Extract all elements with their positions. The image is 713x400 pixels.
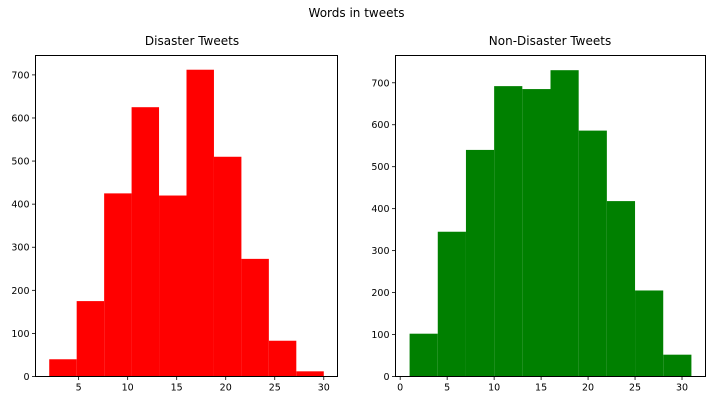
- disaster-bar-9: [296, 371, 324, 377]
- non-disaster-y-axis: 0 100 200 300 400 500 600 700: [371, 78, 396, 383]
- non-disaster-bar-4: [522, 89, 551, 377]
- disaster-y-tick-label: 300: [11, 243, 29, 254]
- non-disaster-y-tick-label: 700: [371, 78, 389, 89]
- non-disaster-x-tick-label: 30: [676, 383, 688, 394]
- disaster-bar-1: [76, 301, 105, 377]
- disaster-bar-0: [49, 359, 77, 377]
- disaster-x-tick-label: 20: [220, 383, 232, 394]
- disaster-bar-2: [104, 193, 132, 377]
- non-disaster-y-tick-label: 600: [371, 120, 389, 131]
- non-disaster-axes-frame: [395, 55, 706, 377]
- disaster-y-tick-label: 200: [11, 286, 29, 297]
- disaster-y-tick-label: 500: [11, 157, 29, 168]
- disaster-bars: [49, 69, 324, 377]
- disaster-x-tick-label: 10: [122, 383, 134, 394]
- disaster-y-tick-label: 700: [11, 70, 29, 81]
- non-disaster-bar-8: [635, 290, 664, 377]
- non-disaster-y-tick-label: 0: [383, 372, 389, 383]
- non-disaster-bar-5: [550, 70, 579, 377]
- non-disaster-x-tick-label: 10: [488, 383, 500, 394]
- disaster-x-axis: 5 10 15 20 25 30: [76, 376, 330, 394]
- disaster-y-tick-label: 0: [23, 372, 29, 383]
- disaster-bar-7: [241, 258, 269, 377]
- non-disaster-bar-9: [663, 354, 692, 377]
- disaster-y-tick-label: 400: [11, 200, 29, 211]
- non-disaster-bar-3: [494, 86, 523, 377]
- non-disaster-tweets-histogram: Non-Disaster Tweets 0 5 10 15 20 25 30 0 100 200…: [371, 34, 706, 394]
- non-disaster-bar-1: [437, 231, 466, 377]
- non-disaster-tweets-title: Non-Disaster Tweets: [489, 34, 611, 48]
- disaster-bar-3: [131, 107, 160, 377]
- disaster-tweets-title: Disaster Tweets: [145, 34, 239, 48]
- disaster-y-tick-label: 100: [11, 329, 29, 340]
- disaster-y-tick-label: 600: [11, 113, 29, 124]
- non-disaster-x-axis: 0 5 10 15 20 25 30: [397, 376, 688, 394]
- disaster-bar-6: [213, 156, 242, 377]
- disaster-x-tick-label: 15: [171, 383, 183, 394]
- disaster-x-tick-label: 25: [269, 383, 281, 394]
- non-disaster-bar-6: [578, 130, 607, 377]
- non-disaster-x-tick-label: 25: [629, 383, 641, 394]
- disaster-x-tick-label: 5: [76, 383, 82, 394]
- non-disaster-bar-2: [465, 149, 495, 377]
- non-disaster-y-tick-label: 100: [371, 330, 389, 341]
- non-disaster-x-tick-label: 0: [397, 383, 403, 394]
- non-disaster-y-tick-label: 400: [371, 204, 389, 215]
- non-disaster-bar-7: [606, 201, 636, 377]
- disaster-axes-frame: [35, 55, 338, 377]
- non-disaster-x-tick-label: 20: [582, 383, 594, 394]
- non-disaster-bars: [409, 70, 692, 377]
- non-disaster-bar-0: [409, 333, 438, 377]
- non-disaster-x-tick-label: 15: [535, 383, 547, 394]
- disaster-bar-4: [159, 195, 187, 377]
- disaster-tweets-histogram: Disaster Tweets 5 10 15 20 25 30 0 100 200 300 40…: [11, 34, 338, 394]
- non-disaster-y-tick-label: 200: [371, 288, 389, 299]
- disaster-x-tick-label: 30: [318, 383, 330, 394]
- non-disaster-x-tick-label: 5: [444, 383, 450, 394]
- disaster-bar-5: [186, 69, 214, 377]
- disaster-bar-8: [268, 340, 297, 377]
- non-disaster-y-tick-label: 300: [371, 246, 389, 257]
- disaster-y-axis: 0 100 200 300 400 500 600 700: [11, 70, 36, 383]
- non-disaster-y-tick-label: 500: [371, 162, 389, 173]
- figure-suptitle: Words in tweets: [309, 6, 405, 20]
